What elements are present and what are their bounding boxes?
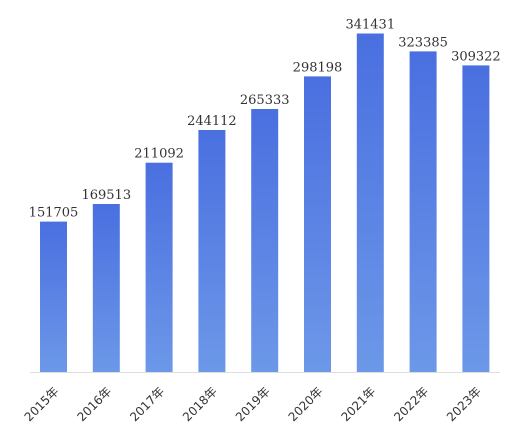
value-label-2023年: 309322 — [451, 49, 501, 64]
x-tick-2017年: 2017年 — [127, 384, 167, 424]
x-tick-2019年: 2019年 — [233, 384, 273, 424]
bar-2021年 — [356, 33, 384, 372]
bar-2018年 — [198, 130, 226, 372]
x-tick-2023年: 2023年 — [444, 384, 484, 424]
x-tick-2020年: 2020年 — [286, 384, 326, 424]
bar-2016年 — [92, 204, 120, 372]
bar-2017年 — [145, 162, 173, 372]
bar-2019年 — [251, 109, 279, 372]
x-tick-labels-group: 2015年 2016年 2017年 2018年 2019年 2020年 2021年 2022年… — [22, 384, 484, 424]
value-label-2021年: 341431 — [345, 18, 395, 33]
value-label-2022年: 323385 — [398, 35, 448, 50]
bar-2023年 — [462, 65, 490, 373]
x-tick-2022年: 2022年 — [391, 384, 431, 424]
value-label-2018年: 244112 — [187, 114, 237, 129]
bar-2022年 — [409, 51, 437, 373]
value-label-2015年: 151705 — [29, 206, 79, 221]
value-label-2017年: 211092 — [134, 147, 184, 162]
x-tick-2016年: 2016年 — [74, 384, 114, 424]
value-label-2016年: 169513 — [81, 188, 131, 203]
x-tick-2021年: 2021年 — [338, 384, 378, 424]
x-tick-2018年: 2018年 — [180, 384, 220, 424]
x-tick-2015年: 2015年 — [22, 384, 62, 424]
value-label-2019年: 265333 — [240, 93, 290, 108]
bars-group — [40, 33, 490, 373]
bar-2015年 — [40, 221, 67, 372]
value-label-2020年: 298198 — [293, 60, 343, 75]
bar-2020年 — [304, 76, 331, 373]
